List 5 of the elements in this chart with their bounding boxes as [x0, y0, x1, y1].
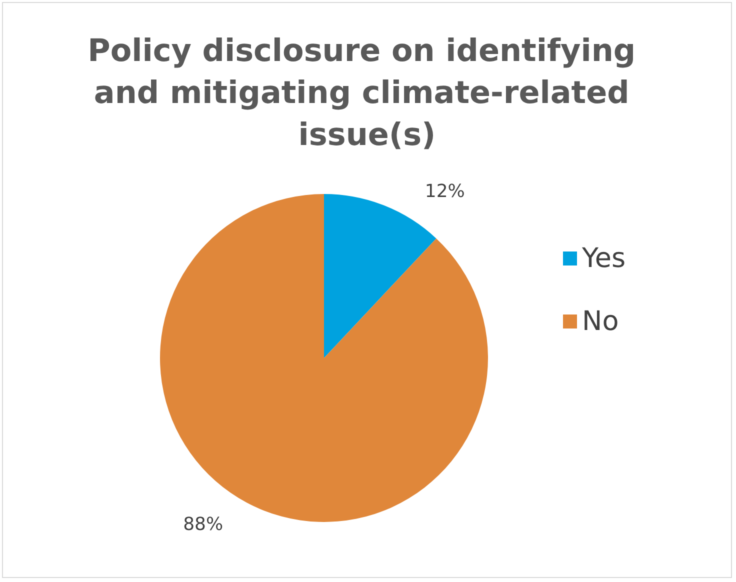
- legend-label: Yes: [581, 243, 626, 274]
- data-label: 12%: [424, 181, 465, 202]
- data-label: 88%: [183, 514, 224, 535]
- legend-label: No: [582, 306, 619, 337]
- chart-title: Policy disclosure on identifying and mitigating climate-related issue(s): [88, 33, 646, 153]
